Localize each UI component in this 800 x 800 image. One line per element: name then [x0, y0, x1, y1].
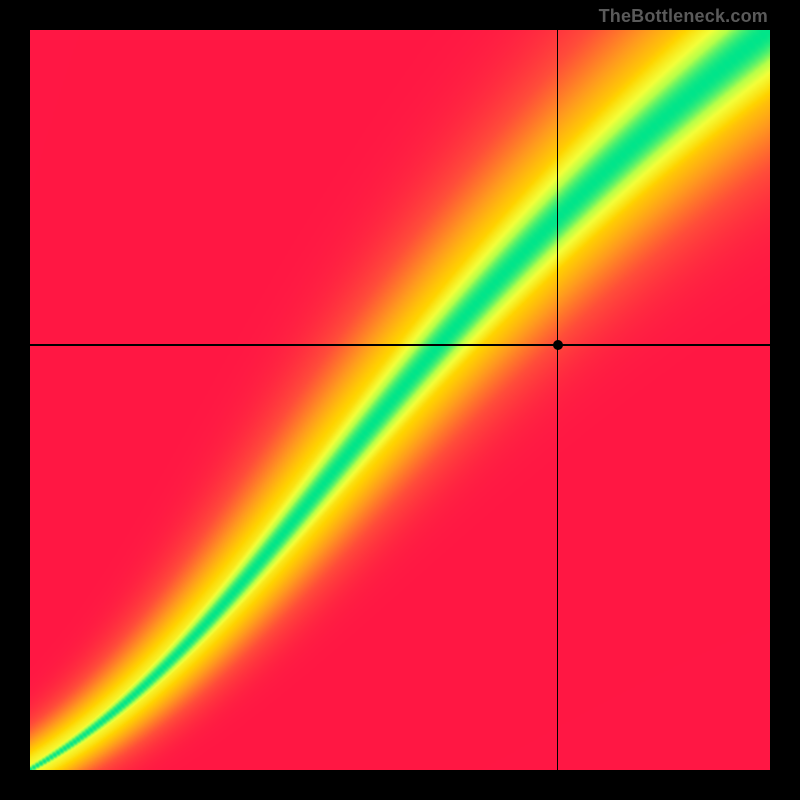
source-watermark: TheBottleneck.com [599, 6, 768, 27]
frame-border-right [770, 0, 800, 800]
bottleneck-heatmap-canvas [30, 30, 770, 770]
frame-border-bottom [0, 770, 800, 800]
frame-border-left [0, 0, 30, 800]
chart-container: TheBottleneck.com [0, 0, 800, 800]
crosshair-horizontal-line [30, 344, 770, 346]
crosshair-marker-dot [553, 340, 563, 350]
crosshair-vertical-line [557, 30, 559, 770]
